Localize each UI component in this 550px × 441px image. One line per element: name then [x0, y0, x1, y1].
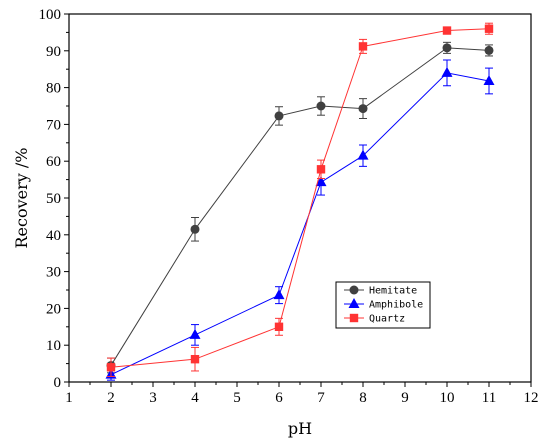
legend-item-amphibole: Amphibole	[344, 298, 423, 311]
legend-label: Quartz	[369, 314, 405, 325]
x-tick-label: 11	[482, 390, 496, 406]
legend-marker	[349, 285, 359, 295]
y-tick-label: 100	[39, 7, 62, 23]
x-tick-label: 9	[401, 390, 409, 406]
y-tick-label: 60	[46, 154, 61, 170]
data-point	[189, 328, 201, 339]
data-point	[441, 66, 453, 77]
data-point	[315, 176, 327, 187]
y-tick-label: 50	[46, 191, 61, 207]
series-layer	[105, 22, 495, 381]
y-tick-label: 90	[46, 44, 61, 60]
series-line	[110, 72, 490, 376]
y-tick-label: 0	[54, 375, 62, 391]
x-tick-label: 1	[65, 390, 73, 406]
data-point	[484, 24, 494, 33]
data-point	[190, 224, 200, 234]
x-tick-label: 7	[317, 390, 325, 406]
x-tick-label: 6	[275, 390, 283, 406]
y-tick-label: 70	[46, 117, 61, 133]
data-point	[316, 165, 326, 174]
data-point	[442, 43, 452, 53]
series-quartz	[106, 22, 494, 377]
y-tick-label: 30	[46, 265, 61, 281]
x-tick-label: 12	[524, 390, 539, 406]
legend-label: Amphibole	[369, 300, 423, 311]
data-point	[484, 45, 494, 55]
data-point	[190, 354, 200, 364]
plot-frame	[68, 13, 532, 383]
x-tick-label: 5	[233, 390, 241, 406]
y-tick-label: 80	[46, 81, 61, 97]
data-point	[483, 74, 495, 85]
series-amphibole	[105, 59, 495, 381]
legend-label: Hemitate	[369, 286, 417, 297]
series-hemitate	[106, 41, 494, 374]
data-point	[316, 101, 326, 111]
legend-marker	[348, 298, 360, 308]
x-axis-title: pH	[288, 419, 312, 438]
axis-ticks	[64, 13, 532, 387]
y-tick-label: 20	[46, 301, 61, 317]
legend: Hemitate Amphibole Quartz	[335, 281, 431, 329]
data-point	[442, 26, 452, 35]
y-axis-title: Recovery /%	[12, 148, 31, 249]
x-tick-label: 10	[440, 390, 455, 406]
x-tick-label: 4	[191, 390, 199, 406]
data-point	[273, 289, 285, 300]
data-point	[358, 42, 368, 51]
series-line	[110, 47, 490, 366]
y-tick-label: 40	[46, 228, 61, 244]
series-line	[110, 28, 490, 368]
legend-item-hemitate: Hemitate	[344, 285, 417, 297]
data-point	[357, 149, 369, 160]
legend-marker	[349, 313, 359, 323]
x-tick-label: 3	[149, 390, 157, 406]
data-point	[274, 111, 284, 121]
x-tick-label: 2	[107, 390, 115, 406]
y-tick-label: 10	[46, 338, 61, 354]
data-point	[358, 104, 368, 114]
data-point	[106, 363, 116, 372]
legend-item-quartz: Quartz	[344, 314, 405, 325]
x-tick-label: 8	[359, 390, 367, 406]
data-point	[274, 322, 284, 331]
